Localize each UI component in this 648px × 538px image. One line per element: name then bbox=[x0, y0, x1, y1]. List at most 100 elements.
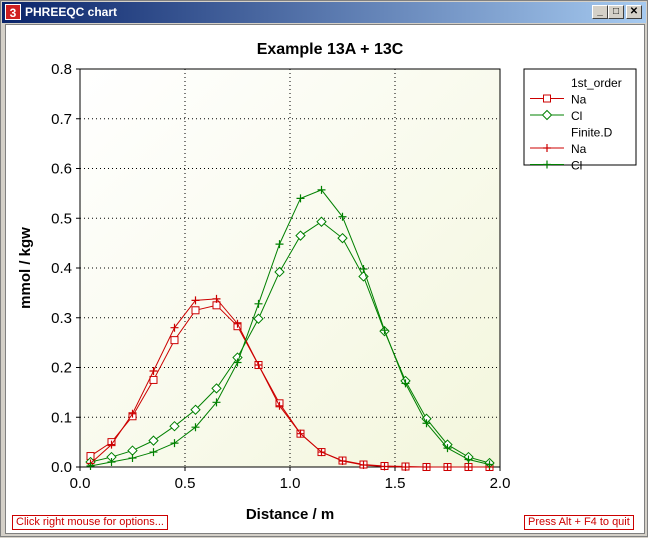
maximize-icon: □ bbox=[612, 6, 620, 17]
data-point-diamond bbox=[337, 232, 348, 244]
data-point-plus bbox=[275, 401, 284, 410]
data-point-plus bbox=[317, 185, 326, 194]
data-point-plus bbox=[338, 212, 347, 221]
data-point-diamond bbox=[274, 266, 285, 278]
chart-area[interactable]: Example 13A + 13C 0.0 0.5 1.0 1.5 2.0 0.0 0.1 0… bbox=[5, 24, 645, 534]
data-point-plus bbox=[254, 361, 263, 370]
data-point-plus bbox=[296, 429, 305, 438]
quit-hint: Press Alt + F4 to quit bbox=[524, 515, 634, 530]
data-point-plus bbox=[170, 323, 179, 332]
data-point-plus bbox=[128, 409, 137, 418]
data-point-plus bbox=[338, 457, 347, 466]
data-point-plus bbox=[212, 398, 221, 407]
data-point-square bbox=[149, 375, 158, 384]
data-point-plus bbox=[401, 463, 410, 471]
data-point-plus bbox=[359, 264, 368, 273]
data-point-plus bbox=[191, 296, 200, 305]
data-point-plus bbox=[149, 366, 158, 375]
data-point-diamond bbox=[169, 420, 180, 432]
data-point-plus bbox=[191, 423, 200, 432]
data-point-diamond bbox=[316, 216, 327, 227]
x-tick-label: 2.0 bbox=[490, 475, 511, 492]
title-bar[interactable]: 3 PHREEQC chart _ □ ✕ bbox=[2, 2, 646, 23]
close-icon: ✕ bbox=[629, 6, 639, 17]
data-point-plus bbox=[233, 319, 242, 328]
data-point-plus bbox=[170, 439, 179, 448]
series-Finite.D-Cl bbox=[86, 185, 494, 471]
data-point-plus bbox=[254, 299, 263, 308]
series-layer bbox=[85, 185, 495, 471]
window-title: PHREEQC chart bbox=[25, 5, 118, 19]
data-point-plus bbox=[317, 448, 326, 457]
data-point-plus bbox=[443, 463, 452, 471]
data-point-plus bbox=[107, 440, 116, 449]
y-tick-label: 0.7 bbox=[51, 111, 72, 128]
legend-entry-label: Cl bbox=[571, 109, 582, 123]
minimize-icon: _ bbox=[597, 6, 603, 17]
options-hint[interactable]: Click right mouse for options... bbox=[12, 515, 168, 530]
legend-group-header: 1st_order bbox=[571, 76, 622, 90]
x-tick-label: 1.0 bbox=[280, 475, 301, 492]
data-point-square bbox=[212, 301, 221, 310]
data-point-square bbox=[191, 306, 200, 315]
data-point-plus bbox=[464, 463, 473, 471]
x-axis-label: Distance / m bbox=[246, 506, 334, 523]
y-tick-label: 0.6 bbox=[51, 161, 72, 178]
data-point-plus bbox=[128, 454, 137, 463]
data-point-plus bbox=[443, 444, 452, 453]
data-point-plus bbox=[86, 462, 95, 471]
y-tick-label: 0.3 bbox=[51, 310, 72, 327]
plot-background bbox=[79, 68, 501, 468]
data-point-plus bbox=[543, 144, 551, 152]
series-line bbox=[90, 189, 490, 467]
data-point-plus bbox=[275, 240, 284, 249]
data-point-diamond bbox=[211, 383, 222, 394]
data-point-plus bbox=[212, 294, 221, 303]
data-point-plus bbox=[543, 160, 551, 169]
data-point-diamond bbox=[541, 109, 553, 121]
data-point-square bbox=[543, 94, 551, 103]
maximize-button[interactable]: □ bbox=[608, 5, 624, 19]
series-line bbox=[90, 221, 490, 464]
chart-title: Example 13A + 13C bbox=[257, 41, 404, 58]
x-tick-label: 0.0 bbox=[70, 475, 91, 492]
data-point-diamond bbox=[253, 313, 264, 324]
axes: 0.0 0.5 1.0 1.5 2.0 0.0 0.1 0.2 0.3 0.4 0.5 0.6 0.7 0… bbox=[51, 61, 510, 492]
data-point-plus bbox=[422, 419, 431, 428]
minimize-button[interactable]: _ bbox=[592, 5, 608, 19]
data-point-plus bbox=[485, 460, 494, 469]
data-point-plus bbox=[296, 194, 305, 203]
data-point-diamond bbox=[148, 435, 159, 446]
y-tick-label: 0.8 bbox=[51, 61, 72, 78]
data-point-plus bbox=[464, 455, 473, 464]
x-tick-label: 1.5 bbox=[385, 475, 406, 492]
chart-svg: Example 13A + 13C 0.0 0.5 1.0 1.5 2.00.00.10… bbox=[17, 41, 637, 523]
data-point-plus bbox=[401, 379, 410, 388]
y-tick-label: 0.5 bbox=[51, 210, 72, 227]
legend: 1st_order Na Cl Finite.D Na Cl bbox=[523, 68, 637, 173]
legend-group-header: Finite.D bbox=[571, 126, 613, 140]
legend-entry-label: Na bbox=[571, 93, 587, 107]
legend-entry-label: Na bbox=[571, 142, 587, 156]
y-tick-label: 0.1 bbox=[51, 409, 72, 426]
data-point-plus bbox=[380, 326, 389, 335]
x-tick-label: 0.5 bbox=[175, 475, 196, 492]
data-point-diamond bbox=[295, 230, 306, 241]
y-axis-label: mmol / kgw bbox=[17, 227, 34, 309]
app-icon: 3 bbox=[5, 4, 21, 20]
data-point-square bbox=[170, 336, 179, 345]
data-point-plus bbox=[107, 458, 116, 467]
legend-box bbox=[523, 68, 637, 166]
data-point-plus bbox=[149, 448, 158, 457]
close-button[interactable]: ✕ bbox=[626, 5, 642, 19]
y-tick-label: 0.2 bbox=[51, 360, 72, 377]
data-point-plus bbox=[233, 358, 242, 367]
data-point-plus bbox=[422, 463, 431, 471]
data-point-plus bbox=[380, 462, 389, 471]
data-point-plus bbox=[359, 461, 368, 470]
y-tick-label: 0.4 bbox=[51, 260, 72, 277]
legend-entry-label: Cl bbox=[571, 159, 582, 173]
data-point-diamond bbox=[190, 404, 201, 415]
series-Finite.D-Na bbox=[86, 294, 494, 471]
